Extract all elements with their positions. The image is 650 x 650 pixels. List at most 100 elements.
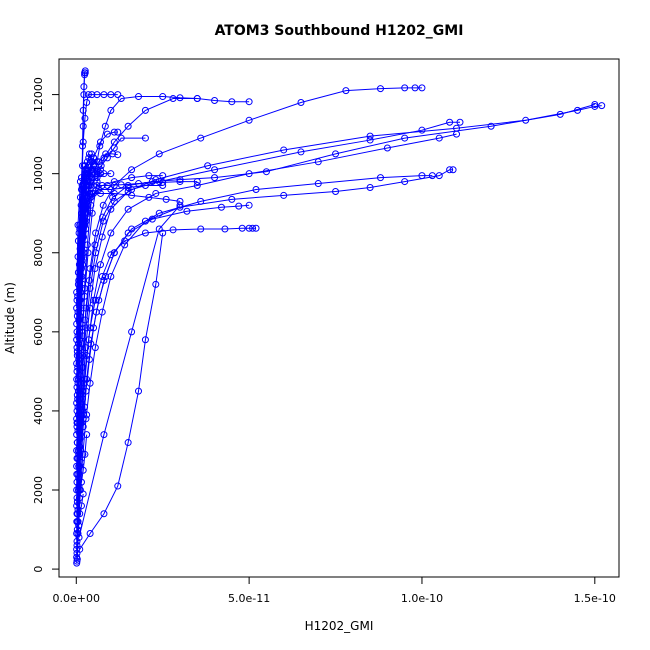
data-point (193, 178, 201, 186)
data-point (411, 84, 419, 92)
data-point (114, 91, 122, 99)
series-1 (73, 201, 253, 565)
data-point (401, 84, 409, 92)
data-point (128, 191, 136, 199)
y-axis: 0 2000 4000 6000 8000 10000 12000 (32, 77, 60, 573)
data-point (92, 308, 100, 316)
data-point (79, 387, 87, 395)
data-point (435, 172, 443, 180)
data-point (366, 136, 374, 144)
data-point (121, 241, 129, 249)
data-point (107, 170, 115, 178)
data-point (456, 118, 464, 126)
data-point (598, 102, 606, 110)
data-point (141, 336, 149, 344)
series-30 (73, 158, 96, 360)
data-point (73, 328, 81, 336)
data-point (85, 154, 93, 162)
data-point (73, 494, 81, 502)
data-point (238, 224, 246, 232)
data-point (76, 486, 84, 494)
data-point (197, 197, 205, 205)
data-point (73, 486, 81, 494)
data-point (401, 178, 409, 186)
data-point (81, 403, 89, 411)
data-point (88, 91, 96, 99)
data-point (100, 276, 108, 284)
data-point (162, 195, 170, 203)
data-point (73, 304, 81, 312)
data-point (93, 158, 101, 166)
x-tick-label: 1.0e-10 (401, 592, 443, 605)
series-line (76, 185, 83, 301)
data-point (124, 184, 132, 192)
data-point (103, 154, 111, 162)
data-point (102, 272, 110, 280)
data-point (159, 93, 167, 101)
data-point (103, 182, 111, 190)
data-point (73, 423, 81, 431)
data-point (245, 224, 253, 232)
data-point (76, 417, 84, 425)
data-point (217, 203, 225, 211)
data-point (109, 193, 117, 201)
data-point (73, 344, 81, 352)
data-point (128, 174, 136, 182)
data-point (77, 478, 85, 486)
data-point (152, 189, 160, 197)
series-16 (73, 178, 201, 470)
data-point (155, 150, 163, 158)
series-37 (73, 182, 86, 304)
data-point (107, 91, 115, 99)
data-point (249, 224, 257, 232)
series-40 (76, 431, 91, 494)
data-point (366, 184, 374, 192)
data-point (96, 166, 104, 174)
series-layer (73, 67, 606, 567)
series-line (76, 185, 163, 459)
series-38 (73, 178, 84, 296)
y-tick-label: 2000 (32, 476, 45, 504)
data-point (82, 304, 90, 312)
data-point (96, 170, 104, 178)
data-point (117, 134, 125, 142)
data-point (183, 207, 191, 215)
data-point (591, 102, 599, 110)
data-point (101, 122, 109, 130)
series-line (76, 133, 457, 554)
data-point (73, 446, 81, 454)
data-point (280, 146, 288, 154)
data-point (91, 241, 99, 249)
data-point (73, 478, 81, 486)
data-point (449, 166, 457, 174)
data-point (176, 201, 184, 209)
data-point (556, 110, 564, 118)
data-point (117, 181, 125, 189)
data-point (73, 367, 81, 375)
data-point (332, 187, 340, 195)
series-8 (73, 84, 426, 534)
data-point (88, 158, 96, 166)
data-point (418, 172, 426, 180)
series-41 (74, 490, 87, 526)
data-point (73, 312, 81, 320)
data-point (73, 359, 81, 367)
data-point (152, 280, 160, 288)
x-tick-label: 5.0e-11 (228, 592, 270, 605)
data-point (169, 95, 177, 103)
data-point (75, 462, 83, 470)
series-line (76, 181, 81, 293)
data-point (446, 118, 454, 126)
y-tick-label: 6000 (32, 318, 45, 346)
data-point (75, 533, 83, 541)
data-point (221, 225, 229, 233)
data-point (141, 229, 149, 237)
data-point (90, 154, 98, 162)
y-tick-label: 8000 (32, 239, 45, 267)
data-point (124, 439, 132, 447)
series-line (76, 87, 422, 530)
data-point (100, 510, 108, 518)
data-point (73, 431, 81, 439)
data-point (84, 170, 92, 178)
